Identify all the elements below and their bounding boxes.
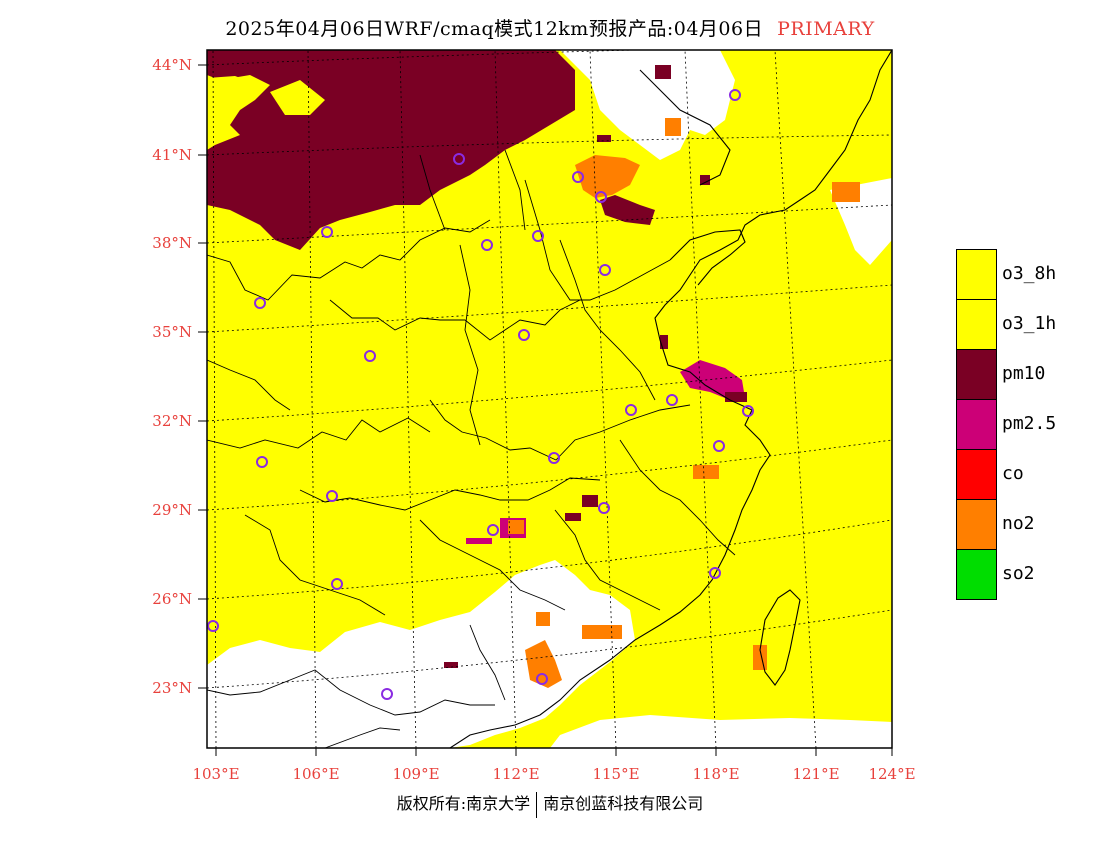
station-marker [598, 502, 610, 514]
legend-label: so2 [1002, 563, 1035, 584]
legend-swatch [956, 399, 997, 449]
no2-patch [665, 118, 681, 136]
station-marker [487, 524, 499, 536]
copyright-separator [536, 791, 538, 818]
lat-label: 29°N [152, 501, 192, 519]
lat-label: 35°N [152, 323, 192, 341]
no2-patch [832, 182, 860, 202]
station-marker [536, 673, 548, 685]
no2-region-beijing [575, 155, 640, 198]
no2-patch [582, 625, 622, 639]
station-marker [256, 456, 268, 468]
legend-swatch [956, 449, 997, 499]
copyright: 版权所有:南京大学 南京创蓝科技有限公司 [0, 790, 1100, 818]
station-marker [713, 440, 725, 452]
lon-label: 112°E [492, 765, 540, 783]
station-marker [518, 329, 530, 341]
no2-patch [536, 612, 550, 626]
legend-label: co [1002, 463, 1024, 484]
station-marker [548, 452, 560, 464]
copyright-right: 南京创蓝科技有限公司 [543, 794, 704, 813]
station-marker [572, 171, 584, 183]
coastline [449, 50, 892, 748]
pm10-patch [597, 135, 611, 142]
map-area [207, 50, 892, 748]
o3-patch-north-2 [270, 80, 325, 115]
copyright-left: 版权所有:南京大学 [396, 794, 531, 813]
legend-label: no2 [1002, 513, 1035, 534]
station-marker [453, 153, 465, 165]
station-marker [326, 490, 338, 502]
station-marker [532, 230, 544, 242]
southern-borders [207, 624, 506, 748]
pm25-patch [466, 538, 492, 544]
pm10-patch [700, 175, 710, 185]
nodata-region-sea [550, 715, 892, 748]
station-marker [331, 578, 343, 590]
lon-label: 109°E [392, 765, 440, 783]
pm10-patch [660, 335, 668, 349]
station-marker [481, 239, 493, 251]
legend-swatch [956, 499, 997, 549]
station-marker [742, 405, 754, 417]
station-markers [207, 89, 754, 700]
map-title: 2025年04月06日WRF/cmaq模式12km预报产品:04月06日 PRIM… [0, 14, 1100, 41]
map-frame [206, 49, 893, 749]
station-marker [381, 688, 393, 700]
no2-patch [508, 520, 524, 534]
lon-label: 106°E [292, 765, 340, 783]
station-marker [666, 394, 678, 406]
no2-region-guangdong [525, 640, 562, 688]
station-marker [595, 191, 607, 203]
lon-label: 118°E [692, 765, 740, 783]
station-marker [364, 350, 376, 362]
no2-patch [693, 465, 719, 479]
pm10-patch [565, 513, 581, 521]
station-marker [207, 620, 219, 632]
legend-swatch [956, 549, 997, 600]
o3-patch-north [207, 76, 252, 115]
pm10-patch [655, 65, 671, 79]
axis-ticks [198, 64, 893, 756]
lat-label: 32°N [152, 412, 192, 430]
legend-swatch [956, 349, 997, 399]
station-marker [321, 226, 333, 238]
lat-label: 44°N [152, 56, 192, 74]
title-text: 2025年04月06日WRF/cmaq模式12km预报产品:04月06日 [225, 18, 764, 40]
pm10-region-beijing [600, 195, 655, 225]
legend-swatch [956, 249, 997, 299]
legend-label: pm2.5 [1002, 413, 1057, 434]
graticule [207, 50, 892, 748]
pm25-region-jiangsu [680, 360, 745, 400]
lat-label: 26°N [152, 590, 192, 608]
pm10-patch [725, 392, 747, 402]
legend-label: o3_8h [1002, 263, 1057, 284]
station-marker [625, 404, 637, 416]
lon-label: 124°E [868, 765, 916, 783]
legend-label: o3_1h [1002, 313, 1057, 334]
lat-label: 23°N [152, 679, 192, 697]
lat-label: 38°N [152, 234, 192, 252]
lat-label: 41°N [152, 146, 192, 164]
station-marker [729, 89, 741, 101]
station-marker [254, 297, 266, 309]
lon-label: 103°E [192, 765, 240, 783]
primary-tag: PRIMARY [777, 18, 875, 40]
station-marker [599, 264, 611, 276]
province-borders [207, 149, 736, 616]
lon-label: 121°E [792, 765, 840, 783]
nodata-region-south [207, 560, 635, 748]
lon-label: 115°E [592, 765, 640, 783]
nodata-region-north [560, 50, 735, 160]
pm10-patch [582, 495, 598, 507]
taiwan-outline [759, 589, 801, 686]
station-marker [709, 567, 721, 579]
pm10-patch [444, 662, 458, 668]
legend-label: pm10 [1002, 363, 1046, 384]
legend-swatch [956, 299, 997, 349]
